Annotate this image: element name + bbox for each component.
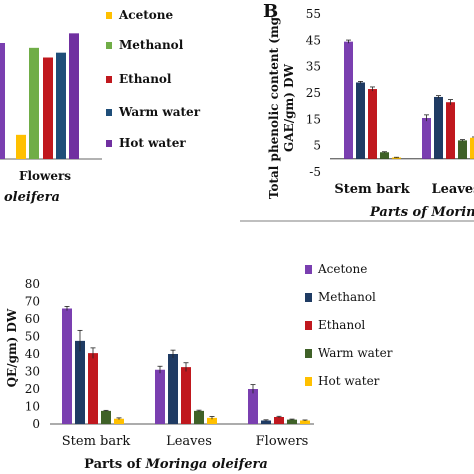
bar-ethanol-stem-bark — [368, 89, 377, 159]
panel-c: 0 10 20 30 40 50 60 70 80 QE/gm) DW Stem bark Leave… — [5, 262, 393, 472]
bar-ethanol-flowers — [43, 57, 53, 159]
x-axis-label: Parts of Moringa oleifera — [84, 457, 268, 472]
legend-label-methanol: Methanol — [119, 38, 184, 52]
x-tick-label-leaves: Leaves — [432, 182, 474, 197]
y-axis-label-line: GAE/gm) DW — [282, 64, 296, 152]
legend-swatch-acetone — [305, 265, 312, 274]
legend-swatch-ethanol — [106, 76, 112, 83]
bar-hot-water-leaves — [470, 137, 474, 159]
bar-ethanol-leaves — [446, 102, 455, 159]
legend-swatch-hot-water — [305, 377, 312, 386]
legend-swatch-methanol — [106, 42, 112, 49]
y-tick-label-10: 10 — [25, 400, 40, 414]
bar-warm-water-stem-bark — [101, 410, 111, 424]
legend-swatch-methanol — [305, 293, 312, 302]
y-tick-label-50: 50 — [25, 330, 40, 344]
bar-hot-water-stem-bark — [392, 157, 401, 159]
y-tick-label-45: 45 — [306, 33, 321, 47]
x-tick-label-leaves: Leaves — [166, 434, 212, 449]
bar-methanol-stem-bark — [75, 340, 85, 424]
bar-methanol-flowers — [261, 420, 271, 424]
legend-swatch-warm-water — [305, 349, 312, 358]
legend-swatch-acetone — [106, 12, 112, 19]
legend-label-ethanol: Ethanol — [119, 72, 172, 86]
y-tick-label-60: 60 — [25, 312, 40, 326]
x-axis-label: Parts of Moringa — [369, 205, 474, 220]
panel-label-b: B — [263, 1, 278, 22]
x-tick-label-flowers: Flowers — [256, 434, 309, 449]
x-axis-label-species: Moringa oleifera — [145, 457, 268, 472]
y-tick-label-80: 80 — [25, 277, 40, 291]
y-tick-label-30: 30 — [25, 365, 40, 379]
bar-ethanol-stem-bark — [88, 353, 98, 424]
y-tick-label-35: 35 — [306, 60, 321, 74]
bar-hot-water-prev — [0, 43, 5, 159]
bar-hot-water-flowers — [69, 33, 79, 160]
panel-b: B -5 5 15 25 35 45 55 Total phenolic content (mg… — [263, 1, 474, 220]
bar-acetone-leaves — [155, 369, 165, 424]
bar-methanol-stem-bark — [356, 82, 365, 159]
bar-warm-water-flowers — [287, 419, 297, 424]
y-axis-label-line: Total phenolic content (mg — [267, 16, 281, 199]
panel-a: Flowers oleifera Acetone Methanol Ethanol War… — [0, 8, 201, 205]
y-tick-label-0: 0 — [32, 417, 40, 431]
x-tick-label-stem-bark: Stem bark — [62, 434, 131, 449]
bar-hot-water-flowers — [300, 420, 310, 424]
x-tick-label-stem-bark: Stem bark — [334, 182, 410, 197]
legend-label-warm-water: Warm water — [118, 105, 201, 119]
legend-label-acetone: Acetone — [317, 262, 367, 276]
bar-methanol-leaves — [434, 96, 443, 159]
y-tick-label-70: 70 — [25, 295, 40, 309]
bar-warm-water-leaves — [194, 410, 204, 424]
y-tick-label-15: 15 — [306, 112, 321, 126]
bar-acetone-stem-bark — [62, 308, 72, 424]
legend-swatch-hot-water — [106, 140, 112, 147]
bar-warm-water-leaves — [458, 140, 467, 159]
y-tick-label-40: 40 — [25, 347, 40, 361]
legend-label-hot-water: Hot water — [318, 374, 380, 388]
y-axis-label: Total phenolic content (mgGAE/gm) DW — [267, 16, 296, 199]
bar-acetone-stem-bark — [344, 41, 353, 159]
legend-swatch-ethanol — [305, 321, 312, 330]
y-tick-label-5: -5 — [309, 165, 321, 179]
bar-methanol-leaves — [168, 354, 178, 424]
y-tick-label-20: 20 — [25, 382, 40, 396]
y-axis-label: QE/gm) DW — [5, 308, 19, 387]
legend-label-hot-water: Hot water — [119, 136, 186, 150]
y-tick-label-5: 5 — [313, 139, 321, 153]
bar-hot-water-leaves — [207, 417, 217, 424]
x-axis-label-prefix: Parts of — [84, 457, 145, 472]
y-tick-label-25: 25 — [306, 86, 321, 100]
bar-warm-water-stem-bark — [380, 152, 389, 159]
bar-methanol-flowers — [29, 47, 39, 160]
x-axis-label: oleifera — [4, 190, 60, 205]
legend-swatch-warm-water — [106, 109, 112, 116]
bar-warm-water-flowers — [56, 52, 66, 159]
bar-hot-water-stem-bark — [114, 418, 124, 424]
legend-label-acetone: Acetone — [118, 8, 174, 22]
legend-label-methanol: Methanol — [318, 290, 376, 304]
bar-acetone-flowers — [16, 134, 26, 159]
bar-ethanol-leaves — [181, 367, 191, 424]
x-tick-label-flowers: Flowers — [19, 169, 71, 183]
legend-label-ethanol: Ethanol — [318, 318, 365, 332]
legend-label-warm-water: Warm water — [318, 346, 393, 360]
bar-acetone-flowers — [248, 389, 258, 424]
bar-acetone-leaves — [422, 118, 431, 159]
bar-ethanol-flowers — [274, 417, 284, 424]
y-tick-label-55: 55 — [306, 7, 321, 21]
